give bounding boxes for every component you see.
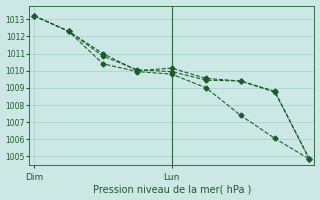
X-axis label: Pression niveau de la mer( hPa ): Pression niveau de la mer( hPa ) xyxy=(92,184,251,194)
